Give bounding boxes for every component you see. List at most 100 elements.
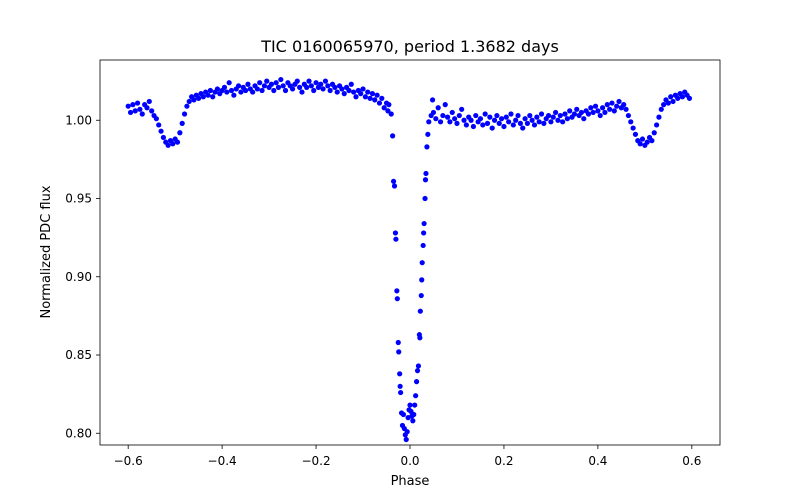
data-point [341, 91, 347, 97]
data-point [625, 112, 632, 119]
data-point [442, 102, 448, 108]
data-point [581, 116, 587, 122]
data-point [396, 349, 402, 355]
data-point [435, 105, 441, 111]
data-point [415, 363, 422, 369]
data-point [461, 117, 467, 123]
data-point [191, 97, 197, 103]
data-point [421, 220, 427, 227]
data-point [127, 109, 134, 116]
data-point [390, 178, 397, 184]
x-tick-label: −0.6 [114, 454, 143, 468]
x-axis-ticks: −0.6 −0.4 −0.2 0.0 0.2 0.4 0.6 [114, 445, 701, 468]
chart-title: TIC 0160065970, period 1.3682 days [260, 37, 559, 56]
data-point [243, 87, 249, 94]
y-axis-label: Normalized PDC flux [39, 185, 54, 318]
data-point [390, 133, 396, 139]
x-tick-label: 0.0 [400, 454, 419, 468]
y-tick-label: 1.00 [65, 113, 92, 127]
data-point [649, 138, 655, 144]
data-point [420, 242, 426, 249]
data-point [318, 81, 324, 87]
data-point [675, 95, 681, 101]
data-point [261, 83, 267, 89]
data-point [130, 102, 136, 108]
data-point [207, 87, 213, 94]
data-point [597, 112, 603, 119]
data-point [440, 112, 446, 119]
data-point [557, 112, 563, 119]
y-tick-label: 0.85 [65, 348, 92, 362]
data-point [235, 83, 242, 89]
data-point [578, 109, 585, 116]
data-point [177, 130, 183, 136]
data-point [555, 117, 561, 123]
data-point [245, 81, 251, 87]
data-point [491, 117, 498, 123]
data-point [611, 108, 617, 114]
data-point [228, 87, 235, 94]
y-axis-ticks: 0.80 0.85 0.90 0.95 1.00 [65, 113, 100, 440]
data-point [394, 296, 400, 302]
data-point [452, 116, 458, 122]
data-point [156, 122, 162, 128]
data-point [144, 105, 150, 111]
data-point [430, 109, 437, 116]
data-point [588, 105, 594, 111]
y-tick-label: 0.95 [65, 192, 92, 206]
data-point [403, 436, 409, 443]
data-point [444, 114, 451, 120]
data-point [534, 114, 540, 120]
data-point [353, 94, 359, 100]
data-point [170, 141, 176, 147]
data-point [398, 389, 404, 396]
data-point [268, 81, 275, 87]
data-point [376, 100, 383, 106]
data-point [501, 123, 507, 130]
data-point [411, 411, 417, 418]
x-tick-label: −0.4 [208, 454, 237, 468]
data-point [651, 130, 657, 136]
data-point [541, 120, 547, 126]
data-point [367, 95, 373, 101]
data-point [388, 111, 394, 117]
data-point [397, 383, 403, 389]
data-point [332, 84, 338, 90]
data-point [137, 106, 143, 112]
data-point [517, 120, 523, 126]
data-point [417, 308, 423, 314]
data-point [282, 87, 289, 94]
data-point [637, 141, 643, 147]
data-point [595, 108, 601, 114]
data-point [210, 94, 216, 100]
data-point [459, 106, 465, 112]
data-point [639, 136, 646, 142]
x-tick-label: 0.2 [494, 454, 513, 468]
data-point [294, 78, 300, 84]
data-point [413, 379, 420, 385]
data-point [508, 111, 514, 117]
data-point [679, 94, 686, 100]
data-point [412, 402, 418, 408]
data-point [607, 106, 613, 112]
data-point [515, 112, 521, 119]
data-point [174, 139, 181, 145]
data-point [362, 94, 368, 100]
data-point [417, 335, 423, 341]
data-point [280, 83, 286, 89]
x-axis-label: Phase [391, 474, 430, 489]
data-point [200, 94, 206, 100]
data-point [560, 119, 566, 125]
data-point [381, 105, 387, 111]
data-point [226, 80, 232, 86]
data-point [125, 103, 131, 109]
data-point [231, 92, 237, 98]
data-point [224, 89, 230, 95]
data-point [686, 95, 693, 101]
x-tick-label: 0.4 [588, 454, 607, 468]
data-point [480, 122, 486, 128]
data-point [186, 98, 192, 105]
data-point [592, 103, 599, 109]
data-point [545, 112, 552, 119]
data-point [320, 86, 326, 92]
